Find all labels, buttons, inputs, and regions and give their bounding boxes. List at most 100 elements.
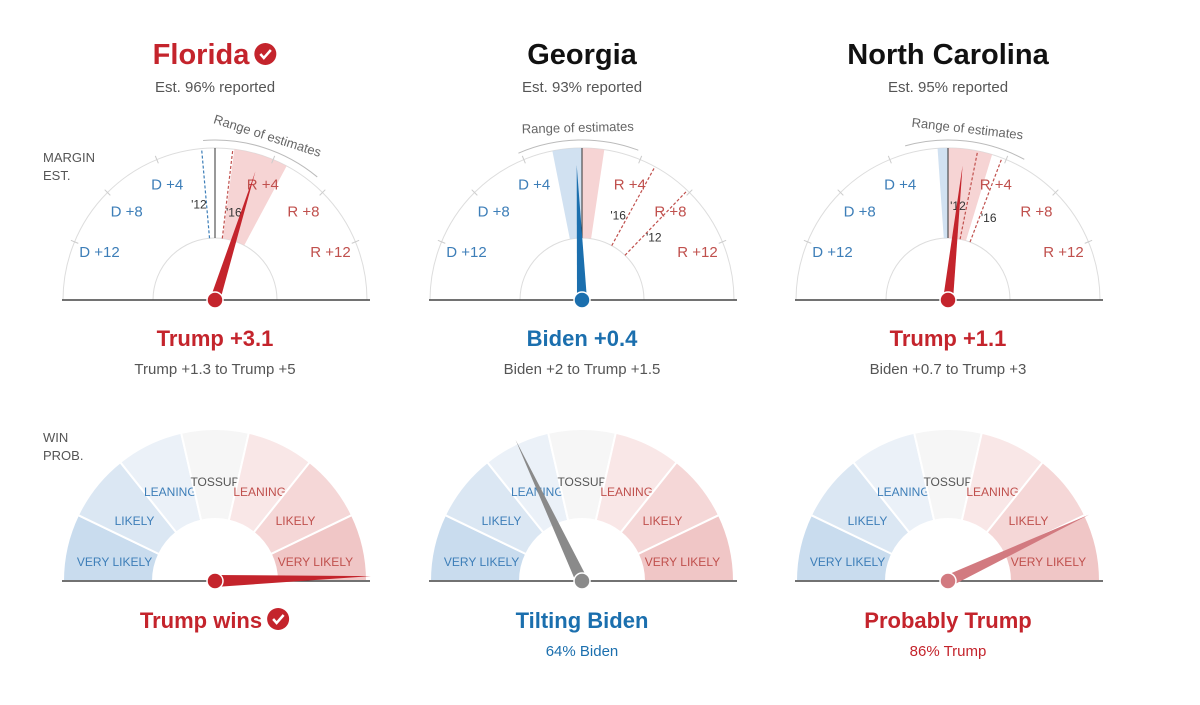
- win-sector-label: LEANING: [966, 485, 1019, 499]
- win-sector-label: VERY LIKELY: [278, 555, 353, 569]
- state-title: Florida: [153, 39, 251, 71]
- tick-label: D +8: [111, 204, 143, 221]
- win-sector-label: TOSSUP: [190, 475, 239, 489]
- tick-mark: [837, 189, 844, 196]
- tick-mark: [437, 239, 446, 244]
- win-sector-label: VERY LIKELY: [1011, 555, 1086, 569]
- win-sector-label: LEANING: [233, 485, 286, 499]
- tick-label: R +12: [1043, 244, 1083, 261]
- called-check: [267, 608, 290, 630]
- outcome-label: Trump wins: [140, 608, 262, 633]
- range-title-arc: [518, 139, 639, 154]
- range-title-arc: [203, 139, 318, 178]
- tick-label: R +4: [980, 177, 1012, 194]
- range-title: Range of estimates: [911, 115, 1024, 143]
- tick-label: D +12: [446, 244, 486, 261]
- win-needle-hub: [206, 572, 224, 590]
- history-label: '12: [191, 197, 207, 211]
- win-needle-hub: [573, 572, 591, 590]
- tick-mark: [803, 239, 812, 244]
- range-wedge-r: [948, 148, 993, 241]
- outcome-label: Tilting Biden: [516, 608, 649, 633]
- history-line: [200, 148, 211, 239]
- prob-label: 86% Trump: [910, 643, 987, 660]
- win-sector-label: TOSSUP: [557, 475, 606, 489]
- win-axis-label: PROB.: [43, 448, 83, 463]
- tick-label: D +4: [151, 177, 183, 194]
- range-label: Biden +0.7 to Trump +3: [870, 361, 1027, 378]
- win-sector-label: LIKELY: [643, 514, 683, 528]
- win-sector-label: LIKELY: [482, 514, 522, 528]
- reported: Est. 95% reported: [888, 79, 1008, 96]
- margin-label: Trump +3.1: [157, 326, 274, 351]
- margin-needle: [210, 171, 256, 302]
- margin-axis-label: MARGIN: [43, 150, 95, 165]
- tick-mark: [1004, 155, 1009, 164]
- tick-label: R +8: [654, 204, 686, 221]
- win-needle: [945, 514, 1090, 587]
- state-panel: Georgia Est. 93% reported Range of estimat…: [428, 39, 737, 660]
- reported: Est. 93% reported: [522, 79, 642, 96]
- tick-mark: [154, 155, 159, 164]
- win-sector-label: VERY LIKELY: [810, 555, 885, 569]
- tick-label: R +4: [247, 177, 279, 194]
- called-check-mark: [272, 614, 285, 625]
- tick-mark: [351, 239, 360, 244]
- history-label: '16: [226, 206, 242, 220]
- tick-mark: [887, 155, 892, 164]
- range-label: Biden +2 to Trump +1.5: [504, 361, 661, 378]
- win-sector-label: LIKELY: [1009, 514, 1049, 528]
- win-sector-label: LEANING: [511, 485, 564, 499]
- tick-mark: [638, 155, 643, 164]
- reported: Est. 96% reported: [155, 79, 275, 96]
- win-axis-label: WIN: [43, 430, 68, 445]
- win-sector-label: LIKELY: [115, 514, 155, 528]
- tick-mark: [521, 155, 526, 164]
- tick-mark: [70, 239, 79, 244]
- range-wedge-r: [582, 148, 605, 239]
- called-check-mark: [259, 49, 272, 60]
- range-title-arc: [905, 139, 1025, 160]
- win-sector-label: LEANING: [144, 485, 197, 499]
- needle-hub: [206, 291, 224, 309]
- needle-hub: [573, 291, 591, 309]
- tick-mark: [1052, 189, 1059, 196]
- win-sector-label: LIKELY: [848, 514, 888, 528]
- tick-mark: [271, 155, 276, 164]
- tick-mark: [471, 189, 478, 196]
- called-check: [254, 43, 277, 65]
- win-sector-label: TOSSUP: [923, 475, 972, 489]
- margin-label: Trump +1.1: [890, 326, 1007, 351]
- tick-label: R +4: [614, 177, 646, 194]
- tick-label: D +4: [884, 177, 916, 194]
- tick-label: D +4: [518, 177, 550, 194]
- tick-mark: [718, 239, 727, 244]
- history-label: '16: [610, 208, 626, 222]
- state-panel: Florida Est. 96% reported Range of estimat…: [61, 39, 371, 633]
- tick-label: R +12: [310, 244, 350, 261]
- state-title: North Carolina: [847, 39, 1049, 71]
- margin-needle: [576, 165, 587, 301]
- tick-mark: [686, 189, 693, 196]
- history-line: [221, 148, 234, 239]
- win-sector-label: LEANING: [877, 485, 930, 499]
- range-wedge-d: [937, 148, 948, 239]
- tick-label: R +8: [287, 204, 319, 221]
- range-label: Trump +1.3 to Trump +5: [134, 361, 295, 378]
- tick-mark: [104, 189, 111, 196]
- win-sector-label: VERY LIKELY: [444, 555, 519, 569]
- needle-hub: [939, 291, 957, 309]
- range-wedge-d: [552, 148, 582, 240]
- state-title: Georgia: [527, 39, 637, 71]
- win-needle: [214, 575, 371, 587]
- tick-label: R +8: [1020, 204, 1052, 221]
- history-label: '12: [646, 231, 662, 245]
- win-sector-label: LEANING: [600, 485, 653, 499]
- win-needle: [515, 439, 588, 584]
- win-needle-hub: [939, 572, 957, 590]
- range-title: Range of estimates: [522, 119, 635, 137]
- tick-label: D +12: [812, 244, 852, 261]
- history-label: '16: [981, 211, 997, 225]
- tick-mark: [1084, 239, 1093, 244]
